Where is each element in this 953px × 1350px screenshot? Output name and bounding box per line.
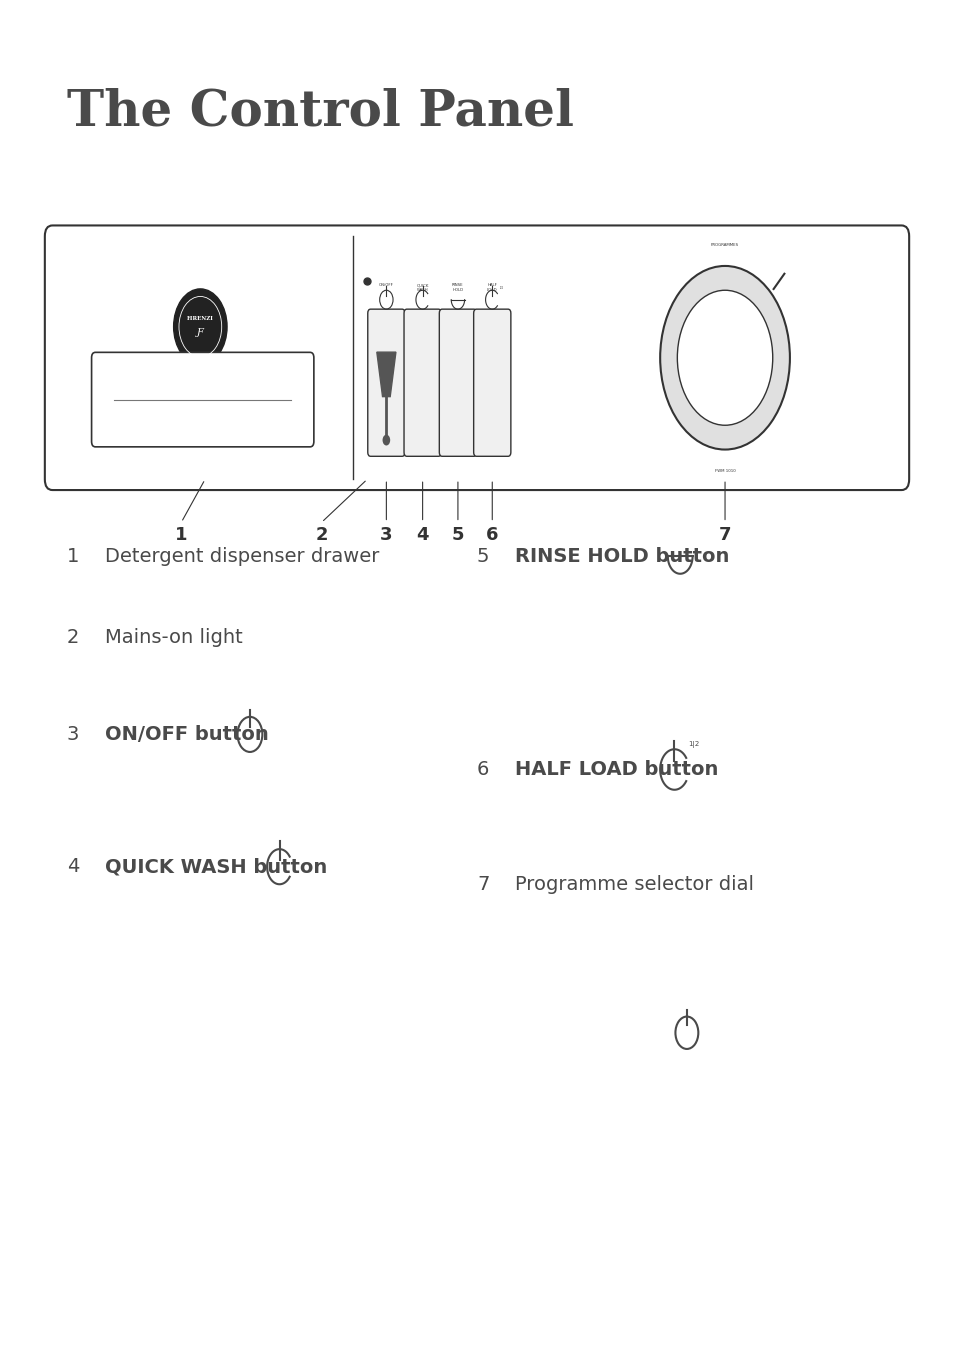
Text: 2: 2 (314, 526, 328, 544)
FancyBboxPatch shape (473, 309, 511, 456)
Text: QUICK WASH button: QUICK WASH button (105, 857, 334, 876)
Text: 7: 7 (718, 526, 731, 544)
Text: ON/OFF button: ON/OFF button (105, 725, 275, 744)
Text: 1: 1 (67, 547, 79, 566)
Text: PROGRAMMES: PROGRAMMES (710, 243, 739, 247)
Text: RINSE HOLD button: RINSE HOLD button (515, 547, 736, 566)
Text: ON/OFF: ON/OFF (378, 284, 394, 288)
Circle shape (382, 435, 390, 446)
Text: 1  0  0  0: 1 0 0 0 (190, 369, 211, 374)
Text: HALF
LOAD: HALF LOAD (486, 284, 497, 292)
Text: AUTOWASH: AUTOWASH (186, 354, 214, 359)
FancyBboxPatch shape (404, 309, 440, 456)
Text: 1: 1 (174, 526, 188, 544)
Text: 6: 6 (476, 760, 489, 779)
Text: HALF LOAD button: HALF LOAD button (515, 760, 724, 779)
FancyBboxPatch shape (438, 309, 476, 456)
Text: 7: 7 (476, 875, 489, 894)
Circle shape (659, 266, 789, 450)
FancyBboxPatch shape (45, 225, 908, 490)
Text: 4: 4 (67, 857, 79, 876)
Text: RINSE
HOLD: RINSE HOLD (452, 284, 463, 292)
Text: FIRENZI: FIRENZI (187, 316, 213, 321)
Circle shape (173, 289, 227, 364)
Text: 1|2: 1|2 (687, 741, 699, 748)
FancyBboxPatch shape (91, 352, 314, 447)
Text: 3: 3 (379, 526, 393, 544)
Text: 5: 5 (451, 526, 464, 544)
Text: 4: 4 (416, 526, 429, 544)
Text: Programme selector dial: Programme selector dial (515, 875, 754, 894)
Text: QUICK
WASH: QUICK WASH (416, 284, 428, 292)
Text: 3: 3 (67, 725, 79, 744)
FancyBboxPatch shape (367, 309, 404, 456)
Text: 6: 6 (485, 526, 498, 544)
Circle shape (677, 290, 772, 425)
Text: The Control Panel: The Control Panel (67, 88, 573, 136)
Text: FWM 1010: FWM 1010 (714, 468, 735, 472)
Polygon shape (376, 352, 395, 397)
Text: 2: 2 (67, 628, 79, 647)
Text: Detergent dispenser drawer: Detergent dispenser drawer (105, 547, 379, 566)
Text: 1/2: 1/2 (499, 286, 503, 290)
Text: Mains-on light: Mains-on light (105, 628, 242, 647)
Text: Ƒ: Ƒ (196, 328, 204, 336)
Text: 5: 5 (476, 547, 489, 566)
